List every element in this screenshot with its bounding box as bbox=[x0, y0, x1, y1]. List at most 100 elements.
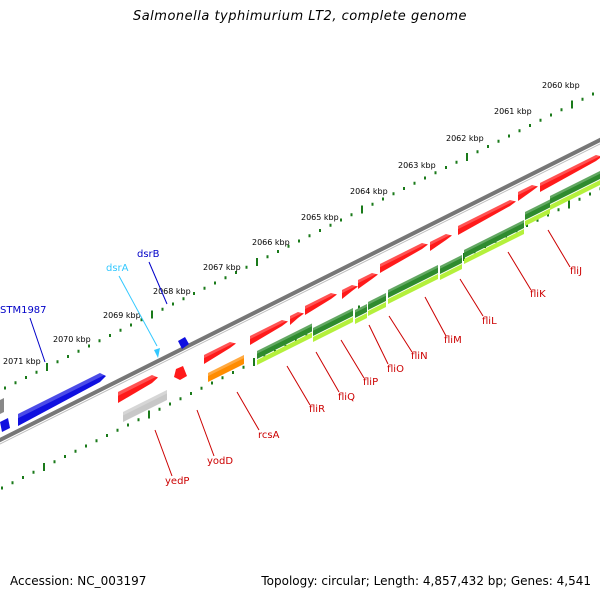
gene-red-upper-body bbox=[380, 243, 428, 273]
gene-red-upper-body bbox=[458, 200, 516, 235]
leader-line bbox=[315, 351, 340, 393]
leader-line bbox=[424, 296, 447, 337]
gene-green-shine bbox=[550, 171, 600, 199]
gene-red-upper bbox=[358, 270, 378, 289]
leader-line bbox=[196, 409, 215, 457]
leader-line bbox=[118, 275, 158, 347]
gene-green bbox=[388, 265, 438, 298]
gene-green-body bbox=[525, 199, 550, 220]
gene-red-small-body bbox=[204, 342, 236, 364]
scale-label: 2063 kbp bbox=[398, 161, 436, 170]
gene-red-upper-shine bbox=[380, 240, 428, 268]
gene-lightgreen bbox=[440, 264, 462, 280]
scale-label: 2066 kbp bbox=[252, 238, 290, 247]
gene-green-body bbox=[440, 255, 462, 274]
gene-red-upper-body bbox=[540, 155, 600, 192]
gene-lightgreen-body bbox=[257, 332, 312, 365]
leader-line bbox=[236, 391, 260, 431]
gene-label-flio: fliO bbox=[387, 364, 404, 375]
gene-red-upper bbox=[250, 317, 288, 345]
gene-label-fliq: fliQ bbox=[338, 392, 355, 403]
gene-red-upper-shine bbox=[430, 231, 452, 246]
gene-lightgreen-body bbox=[550, 180, 600, 210]
gene-green-body bbox=[388, 265, 438, 298]
backbone bbox=[0, 137, 600, 445]
gene-red-upper bbox=[458, 197, 516, 235]
gene-blue-dsrB bbox=[178, 337, 189, 349]
gene-red-tiny bbox=[174, 366, 187, 380]
gene-lightgreen-body bbox=[525, 208, 550, 226]
gene-label-yedp: yedP bbox=[165, 476, 189, 487]
gene-label-dsrb: dsrB bbox=[137, 249, 160, 260]
gene-label-flin: fliN bbox=[411, 351, 428, 362]
label-leaders bbox=[29, 229, 571, 477]
gene-green-shine bbox=[525, 199, 550, 215]
gene-green-shine bbox=[257, 323, 312, 354]
gene-red-upper bbox=[342, 282, 358, 299]
gene-lightgreen bbox=[550, 180, 600, 210]
gene-grey bbox=[123, 390, 167, 422]
scale-labels: 2060 kbp 2061 kbp 2062 kbp 2063 kbp 2064 kbp… bbox=[3, 81, 580, 366]
gene-red-small-shine bbox=[204, 339, 236, 359]
gene-red-upper-body bbox=[290, 312, 304, 325]
gene-label-yodd: yodD bbox=[207, 456, 233, 467]
gene-red-upper-shine bbox=[250, 317, 288, 340]
gene-green-shine bbox=[355, 304, 367, 313]
gene-green bbox=[550, 171, 600, 204]
gene-green-shine bbox=[464, 220, 524, 253]
gene-red-upper bbox=[290, 309, 304, 325]
leader-line bbox=[368, 324, 389, 365]
gene-red-upper-shine bbox=[290, 309, 304, 320]
gene-label-rcsa: rcsA bbox=[258, 430, 280, 441]
gene-lightgreen bbox=[313, 317, 353, 342]
gene-red-yedP bbox=[118, 372, 158, 403]
gene-red-upper-shine bbox=[518, 182, 538, 196]
leader-line bbox=[388, 315, 413, 353]
leader-line bbox=[547, 229, 571, 268]
gene-label-flil: fliL bbox=[482, 316, 497, 327]
scale-ticks-top bbox=[4, 92, 594, 390]
gene-label-dsra: dsrA bbox=[106, 263, 129, 274]
gene-cyan-dsrA bbox=[154, 348, 160, 358]
gene-green-body bbox=[355, 304, 367, 318]
backbone-line bbox=[0, 137, 600, 443]
gene-green bbox=[257, 323, 312, 359]
gene-label-flir: fliR bbox=[309, 404, 325, 415]
gene-red-upper-shine bbox=[305, 290, 337, 310]
gene-labels: STM1987 dsrA dsrB yedP yodD rcsA fliR fliQ fliP f… bbox=[0, 249, 582, 487]
scale-label: 2061 kbp bbox=[494, 107, 532, 116]
leader-line bbox=[507, 251, 532, 291]
leader-line bbox=[459, 278, 484, 317]
gene-lightgreen bbox=[368, 302, 386, 316]
gene-blue-STM1987-shine bbox=[18, 370, 106, 419]
gene-lightgreen bbox=[388, 274, 438, 304]
gene-red-upper bbox=[540, 153, 600, 192]
scale-label: 2060 kbp bbox=[542, 81, 580, 90]
gene-red-upper-shine bbox=[540, 153, 600, 187]
gene-green bbox=[525, 199, 550, 220]
scale-label: 2069 kbp bbox=[103, 311, 141, 320]
gene-green-shine bbox=[440, 255, 462, 269]
gene-lightgreen bbox=[525, 208, 550, 226]
gene-label-flim: fliM bbox=[444, 335, 462, 346]
scale-label: 2062 kbp bbox=[446, 134, 484, 143]
gene-red-upper-shine bbox=[342, 282, 358, 294]
gene-blue-STM1987-body bbox=[18, 373, 106, 426]
scale-label: 2064 kbp bbox=[350, 187, 388, 196]
gene-green bbox=[440, 255, 462, 274]
gene-red-yedP-shine bbox=[118, 372, 158, 396]
gene-label-flip: fliP bbox=[363, 377, 378, 388]
gene-green-body bbox=[313, 308, 353, 336]
gene-red-upper bbox=[518, 182, 538, 201]
gene-red-upper-body bbox=[518, 185, 538, 201]
gene-grey-edge bbox=[0, 398, 4, 414]
scale-label: 2067 kbp bbox=[203, 263, 241, 272]
gene-blue-STM1987 bbox=[18, 370, 106, 426]
gene-red-small bbox=[204, 339, 236, 364]
leader-line bbox=[286, 365, 311, 406]
gene-red-upper bbox=[430, 231, 452, 251]
gene-green bbox=[368, 293, 386, 310]
gene-red-upper-body bbox=[342, 285, 358, 299]
gene-lightgreen-body bbox=[388, 274, 438, 304]
